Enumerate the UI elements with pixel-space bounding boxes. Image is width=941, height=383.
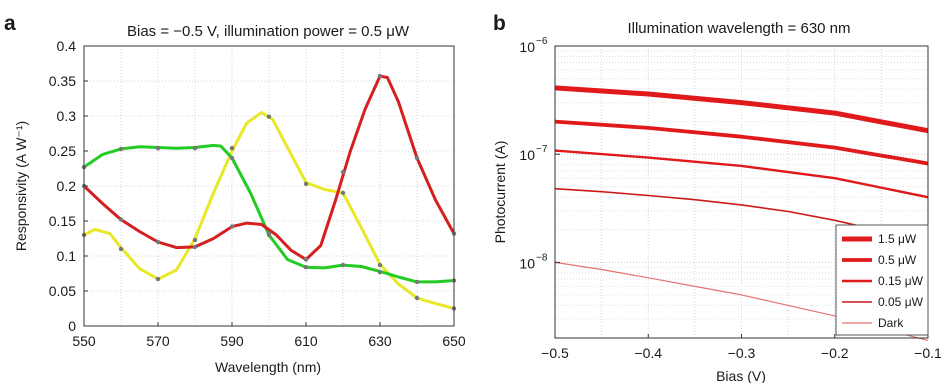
- y-tick-exponent: −6: [536, 36, 548, 47]
- data-point: [303, 265, 309, 270]
- data-point: [414, 155, 420, 161]
- x-tick-label: −0.3: [728, 345, 756, 361]
- data-point: [192, 237, 198, 243]
- data-point: [229, 146, 235, 151]
- data-point: [266, 114, 272, 119]
- data-point: [340, 169, 346, 175]
- series-line-2: [554, 149, 929, 199]
- series-line-0: [82, 111, 456, 310]
- series-line-1: [82, 143, 456, 284]
- x-tick-label: 550: [72, 333, 96, 349]
- y-tick-label: 10: [519, 39, 535, 55]
- y-tick-label: 0.3: [57, 108, 77, 124]
- y-tick-exponent: −8: [536, 252, 548, 263]
- legend-label: 0.5 μW: [878, 253, 917, 267]
- x-tick-label: −0.5: [541, 345, 569, 361]
- y-tick-label: 0.2: [57, 178, 77, 194]
- data-point: [155, 146, 161, 151]
- data-point: [377, 269, 383, 275]
- legend-label: Dark: [878, 316, 904, 330]
- series-line-2: [82, 74, 456, 261]
- y-tick-label: 0.4: [57, 38, 77, 54]
- y-axis-label: Photocurrent (A): [492, 141, 508, 244]
- data-point: [377, 73, 383, 79]
- data-point: [192, 244, 198, 250]
- data-point: [229, 155, 235, 161]
- chart-title: Illumination wavelength = 630 nm: [627, 20, 850, 37]
- data-point: [155, 239, 161, 245]
- data-point: [340, 262, 346, 268]
- legend-label: 1.5 μW: [878, 232, 917, 246]
- series-line-0: [554, 85, 929, 134]
- data-point: [155, 276, 161, 282]
- data-point: [414, 295, 420, 301]
- y-axis-label: Responsivity (A W⁻¹): [13, 121, 29, 251]
- y-tick-label: 10: [519, 147, 535, 163]
- legend-label: 0.05 μW: [878, 295, 924, 309]
- data-point: [118, 146, 124, 152]
- panel-b-letter: b: [493, 12, 506, 35]
- x-axis-label: Wavelength (nm): [215, 359, 321, 375]
- y-tick-label: 0.15: [49, 213, 76, 229]
- data-point: [266, 231, 272, 236]
- x-tick-label: −0.4: [634, 345, 662, 361]
- y-tick-label: 0.05: [49, 283, 76, 299]
- x-tick-label: 610: [294, 333, 318, 349]
- data-point: [377, 262, 383, 268]
- x-tick-label: −0.1: [914, 345, 941, 361]
- y-tick-label: 0.25: [49, 143, 76, 159]
- y-tick-label: 0: [68, 318, 76, 334]
- legend-label: 0.15 μW: [878, 274, 924, 288]
- panel-a-letter: a: [4, 12, 16, 35]
- data-point: [118, 217, 124, 222]
- series-line-1: [554, 119, 929, 166]
- data-point: [118, 246, 124, 252]
- chart-title: Bias = −0.5 V, illumination power = 0.5 …: [127, 23, 410, 40]
- x-axis-label: Bias (V): [716, 368, 766, 383]
- x-tick-label: 650: [442, 333, 466, 349]
- x-tick-label: 590: [220, 333, 244, 349]
- data-point: [303, 181, 309, 187]
- y-tick-label: 0.1: [57, 248, 77, 264]
- data-point: [192, 146, 198, 151]
- photocurrent-chart: b Illumination wavelength = 630 nm −0.5 −…: [492, 12, 941, 383]
- y-tick-label: 0.35: [49, 73, 76, 89]
- x-tick-label: 570: [146, 333, 170, 349]
- x-tick-label: 630: [368, 333, 392, 349]
- data-point: [340, 190, 346, 196]
- data-point: [229, 224, 235, 229]
- y-tick-exponent: −7: [536, 144, 548, 155]
- responsivity-chart: a Bias = −0.5 V, illumination power = 0.…: [4, 12, 466, 375]
- data-point: [414, 279, 420, 285]
- x-tick-label: −0.2: [821, 345, 849, 361]
- data-point: [303, 257, 309, 262]
- y-tick-label: 10: [519, 255, 535, 271]
